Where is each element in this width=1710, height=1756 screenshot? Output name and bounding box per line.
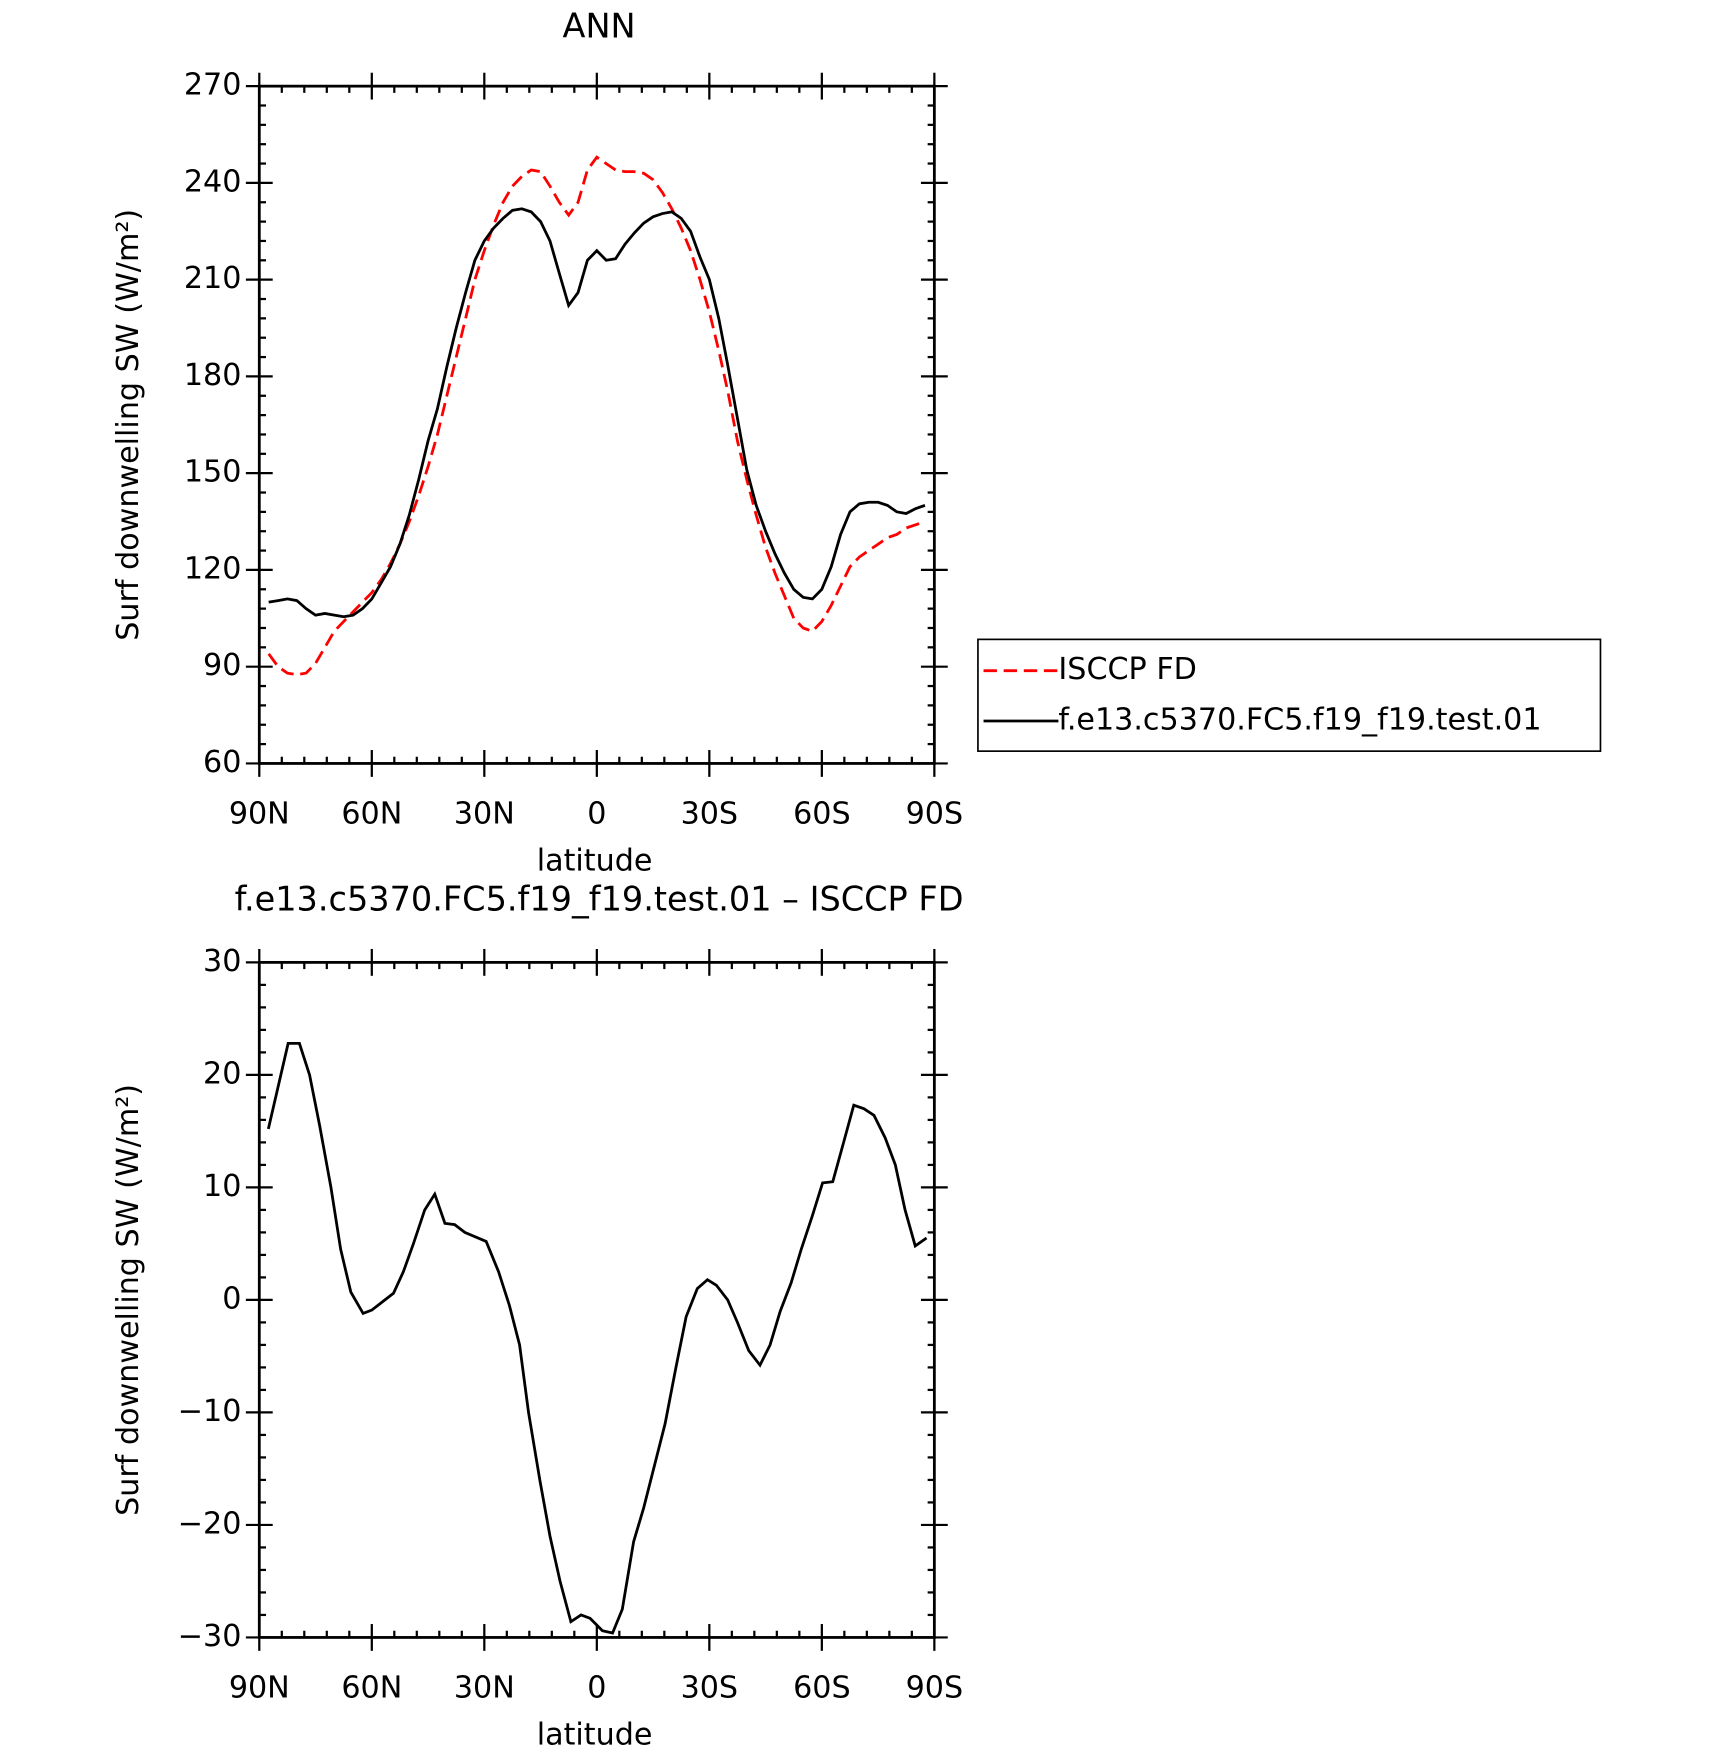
x-axis-label: latitude xyxy=(537,843,653,878)
y-tick-label: 240 xyxy=(184,164,242,199)
y-tick-label: −10 xyxy=(178,1394,242,1429)
y-tick-label: 210 xyxy=(184,261,242,296)
x-tick-label: 0 xyxy=(587,1670,606,1705)
y-axis-label: Surf downwelling SW (W/m²) xyxy=(111,209,146,641)
y-tick-label: 270 xyxy=(184,68,242,103)
chart-title: ANN xyxy=(563,7,636,46)
data-line xyxy=(266,1042,928,1635)
x-tick-label: 90N xyxy=(229,796,290,831)
y-tick-label: 180 xyxy=(184,358,242,393)
y-tick-label: −30 xyxy=(178,1619,242,1654)
x-tick-label: 0 xyxy=(587,796,606,831)
x-tick-label: 30N xyxy=(454,796,515,831)
x-tick-label: 60N xyxy=(341,1670,402,1705)
y-tick-label: 120 xyxy=(184,551,242,586)
legend-label: ISCCP FD xyxy=(1058,652,1197,687)
x-tick-label: 60S xyxy=(793,796,851,831)
x-tick-label: 60N xyxy=(341,796,402,831)
x-tick-label: 60S xyxy=(793,1670,851,1705)
y-tick-label: −20 xyxy=(178,1506,242,1541)
plot-frame xyxy=(257,84,936,765)
chart-title: f.e13.c5370.FC5.f19_f19.test.01 – ISCCP … xyxy=(235,879,964,918)
legend-label: f.e13.c5370.FC5.f19_f19.test.01 xyxy=(1058,702,1541,737)
x-tick-label: 90S xyxy=(906,1670,964,1705)
data-line xyxy=(268,207,926,619)
x-tick-label: 30N xyxy=(454,1670,515,1705)
x-tick-label: 90S xyxy=(906,796,964,831)
x-tick-label: 30S xyxy=(681,796,739,831)
y-tick-label: 60 xyxy=(203,745,241,780)
y-tick-label: 150 xyxy=(184,455,242,490)
data-line xyxy=(267,155,926,677)
y-tick-label: 20 xyxy=(203,1056,241,1091)
y-tick-label: 30 xyxy=(203,944,241,979)
plot-frame xyxy=(257,960,936,1639)
x-tick-label: 90N xyxy=(229,1670,290,1705)
legend-box xyxy=(977,638,1602,752)
y-tick-label: 90 xyxy=(203,648,241,683)
y-tick-label: 10 xyxy=(203,1169,241,1204)
y-axis-label: Surf downwelling SW (W/m²) xyxy=(111,1084,146,1516)
x-axis-label: latitude xyxy=(537,1717,653,1752)
x-tick-label: 30S xyxy=(681,1670,739,1705)
y-tick-label: 0 xyxy=(222,1281,241,1316)
